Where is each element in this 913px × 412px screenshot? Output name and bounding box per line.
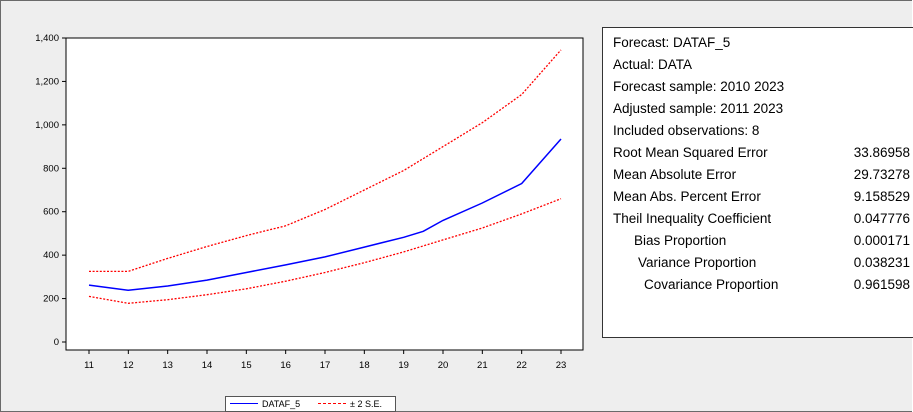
x-tick-label: 14 bbox=[202, 360, 213, 371]
y-tick-label: 0 bbox=[54, 337, 59, 348]
stat-variance: Variance Proportion 0.038231 bbox=[638, 255, 910, 270]
x-tick-label: 22 bbox=[516, 360, 527, 371]
stat-theil: Theil Inequality Coefficient 0.047776 bbox=[613, 211, 910, 226]
plot-area bbox=[65, 37, 584, 351]
legend-label-dataf5: DATAF_5 bbox=[262, 399, 301, 409]
y-tick-label: 1,400 bbox=[35, 33, 59, 44]
chart-legend: DATAF_5 ± 2 S.E. bbox=[225, 396, 396, 412]
legend-swatch-se bbox=[318, 403, 346, 404]
forecast-statistics-panel: Forecast: DATAF_5 Actual: DATA Forecast … bbox=[602, 27, 913, 338]
x-tick-label: 17 bbox=[320, 360, 331, 371]
series-line-lower-se bbox=[88, 198, 562, 304]
x-tick-label: 20 bbox=[438, 360, 449, 371]
stat-covariance: Covariance Proportion 0.961598 bbox=[644, 277, 910, 292]
x-tick-label: 21 bbox=[477, 360, 488, 371]
y-axis: 0 200 400 600 800 1,000 1,200 1,400 bbox=[35, 33, 66, 348]
series-line-upper-se bbox=[89, 49, 562, 273]
y-tick-label: 600 bbox=[43, 207, 59, 218]
series-line-dataf5 bbox=[88, 138, 562, 292]
stat-adjusted-sample: Adjusted sample: 2011 2023 bbox=[613, 101, 784, 116]
x-tick-label: 15 bbox=[241, 360, 252, 371]
stat-mape: Mean Abs. Percent Error 9.158529 bbox=[613, 189, 910, 204]
stat-bias: Bias Proportion 0.000171 bbox=[634, 233, 910, 248]
y-tick-label: 1,200 bbox=[35, 76, 59, 87]
x-tick-label: 11 bbox=[84, 360, 94, 371]
x-tick-label: 19 bbox=[398, 360, 409, 371]
x-tick-label: 13 bbox=[162, 360, 173, 371]
stat-rmse: Root Mean Squared Error 33.86958 bbox=[613, 145, 910, 160]
x-tick-label: 23 bbox=[556, 360, 567, 371]
series-lines bbox=[88, 49, 562, 304]
y-tick-label: 400 bbox=[43, 250, 59, 261]
stat-mae: Mean Absolute Error 29.73278 bbox=[613, 167, 910, 182]
x-tick-label: 18 bbox=[359, 360, 370, 371]
y-tick-label: 200 bbox=[43, 294, 59, 305]
y-tick-label: 1,000 bbox=[35, 120, 59, 131]
y-tick-label: 800 bbox=[43, 163, 59, 174]
stat-forecast: Forecast: DATAF_5 bbox=[613, 35, 731, 50]
legend-swatch-dataf5 bbox=[230, 403, 258, 404]
x-tick-label: 12 bbox=[123, 360, 134, 371]
x-axis: 11 12 13 14 15 16 17 18 19 20 21 22 23 bbox=[84, 350, 566, 371]
stat-forecast-sample: Forecast sample: 2010 2023 bbox=[613, 79, 785, 94]
x-tick-label: 16 bbox=[280, 360, 291, 371]
stat-included-obs: Included observations: 8 bbox=[613, 123, 760, 138]
stat-actual: Actual: DATA bbox=[613, 57, 693, 72]
legend-label-se: ± 2 S.E. bbox=[350, 399, 382, 409]
